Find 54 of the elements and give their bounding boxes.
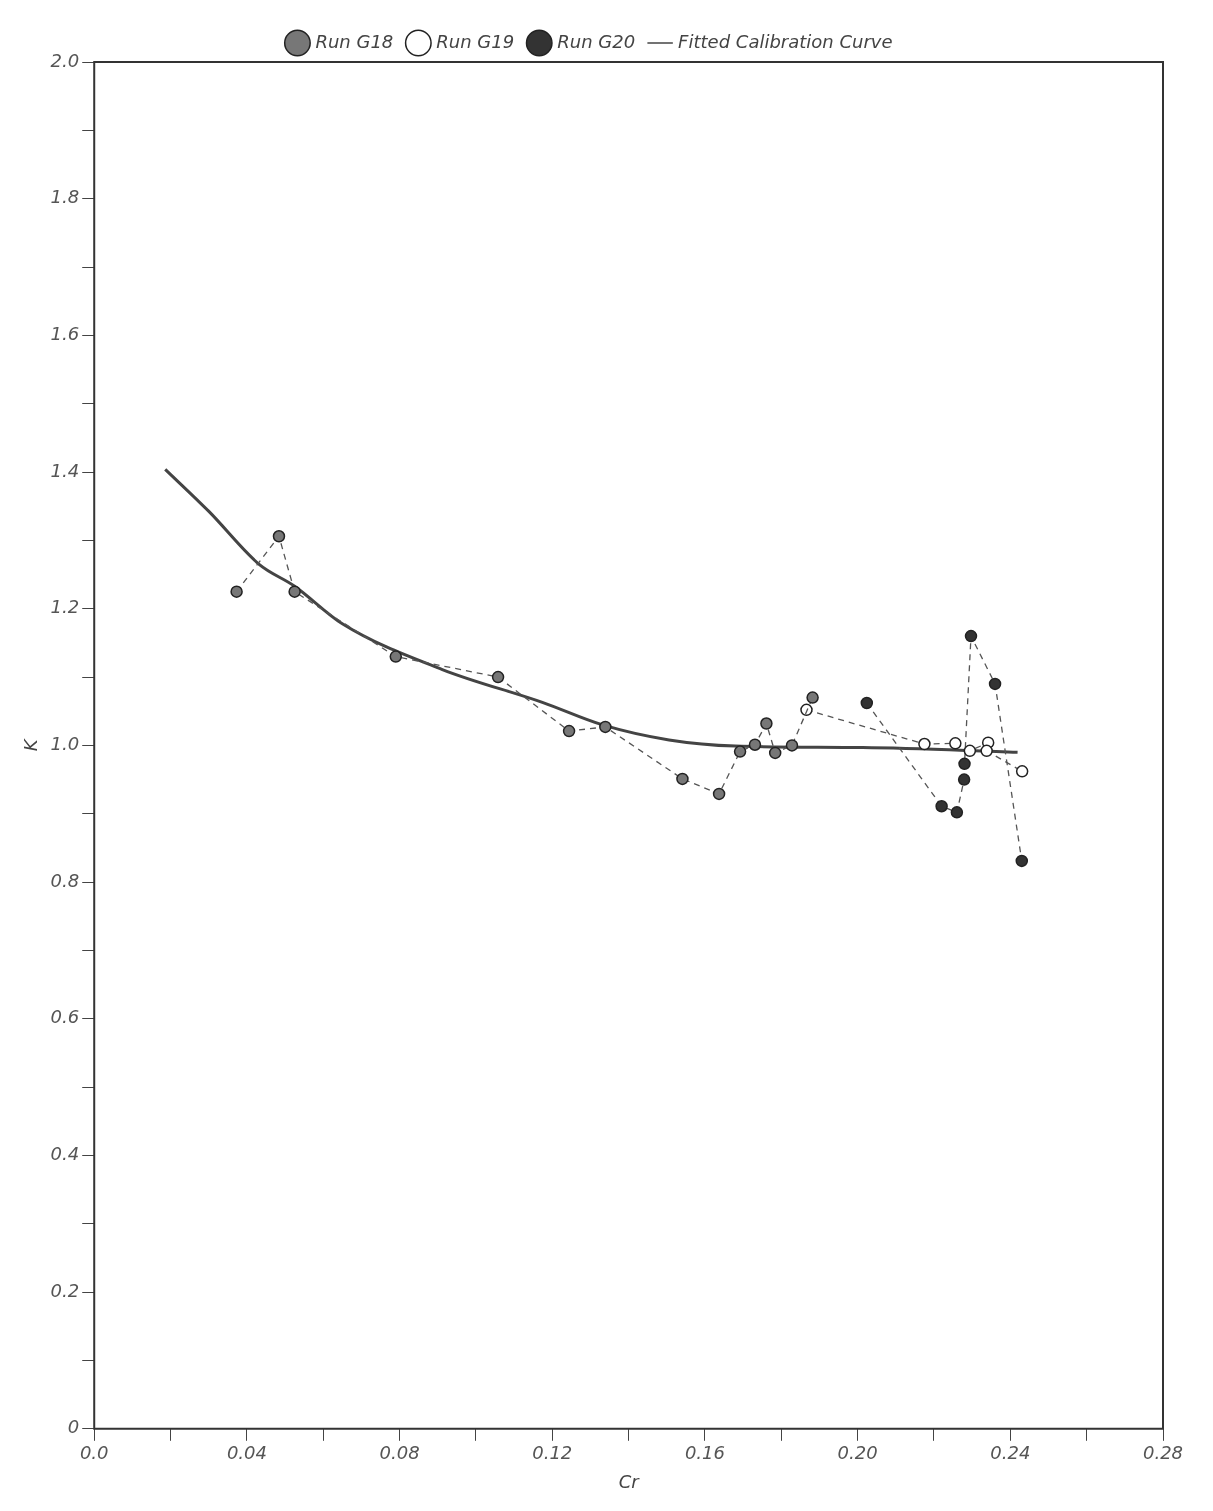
- point: [949, 737, 962, 750]
- point: [760, 717, 773, 730]
- y-tick-label: 1.4: [50, 459, 80, 481]
- point: [748, 738, 762, 751]
- x-tick-label: 0.24: [990, 1442, 1031, 1464]
- point: [980, 744, 993, 758]
- point: [958, 757, 971, 771]
- point: [800, 703, 813, 717]
- point: [230, 585, 243, 598]
- point: [957, 773, 971, 786]
- y-tick-label: 1.0: [50, 733, 80, 755]
- point: [963, 744, 977, 758]
- y-tick-label: 1.6: [50, 323, 80, 345]
- y-tick-label: 1.8: [50, 186, 80, 208]
- x-tick-label: 0.08: [379, 1442, 420, 1464]
- point: [988, 677, 1002, 691]
- y-tick-label: 0.4: [50, 1143, 80, 1165]
- y-tick-label: 0.8: [50, 869, 80, 891]
- x-tick-label: 0.04: [226, 1442, 267, 1464]
- point: [676, 772, 689, 786]
- x-tick-label: 0.12: [532, 1442, 573, 1464]
- x-tick-label: 0.20: [837, 1442, 878, 1464]
- point: [1015, 854, 1029, 868]
- y-tick-label: 1.2: [50, 596, 80, 618]
- legend-label: Fitted Calibration Curve: [678, 30, 893, 52]
- y-tick-label: 0.2: [50, 1279, 80, 1301]
- point: [950, 806, 964, 819]
- point: [491, 670, 505, 684]
- legend-label: Run G18: [315, 30, 394, 52]
- point: [964, 629, 978, 643]
- point: [288, 585, 301, 598]
- x-tick-label: 0.28: [1142, 1442, 1184, 1464]
- point: [768, 746, 782, 760]
- point: [785, 739, 799, 752]
- point: [918, 737, 931, 751]
- y-tick-label: 0: [67, 1416, 80, 1438]
- point: [806, 691, 819, 704]
- point: [1015, 765, 1029, 778]
- x-tick-label: 0.0: [79, 1442, 109, 1464]
- point: [733, 745, 747, 758]
- legend-label: Run G19: [436, 30, 515, 52]
- y-tick-label: 2.0: [50, 49, 80, 71]
- point: [712, 787, 726, 801]
- y-tick-label: 0.6: [50, 1006, 80, 1028]
- y-axis-title: K: [20, 738, 42, 752]
- point: [935, 799, 948, 813]
- point: [599, 720, 612, 734]
- point: [389, 650, 403, 663]
- point: [860, 696, 874, 710]
- legend-label: Run G20: [557, 30, 636, 52]
- x-axis-title: Cr: [618, 1470, 641, 1492]
- x-tick-label: 0.16: [684, 1442, 725, 1464]
- point: [562, 724, 576, 738]
- point: [272, 530, 286, 543]
